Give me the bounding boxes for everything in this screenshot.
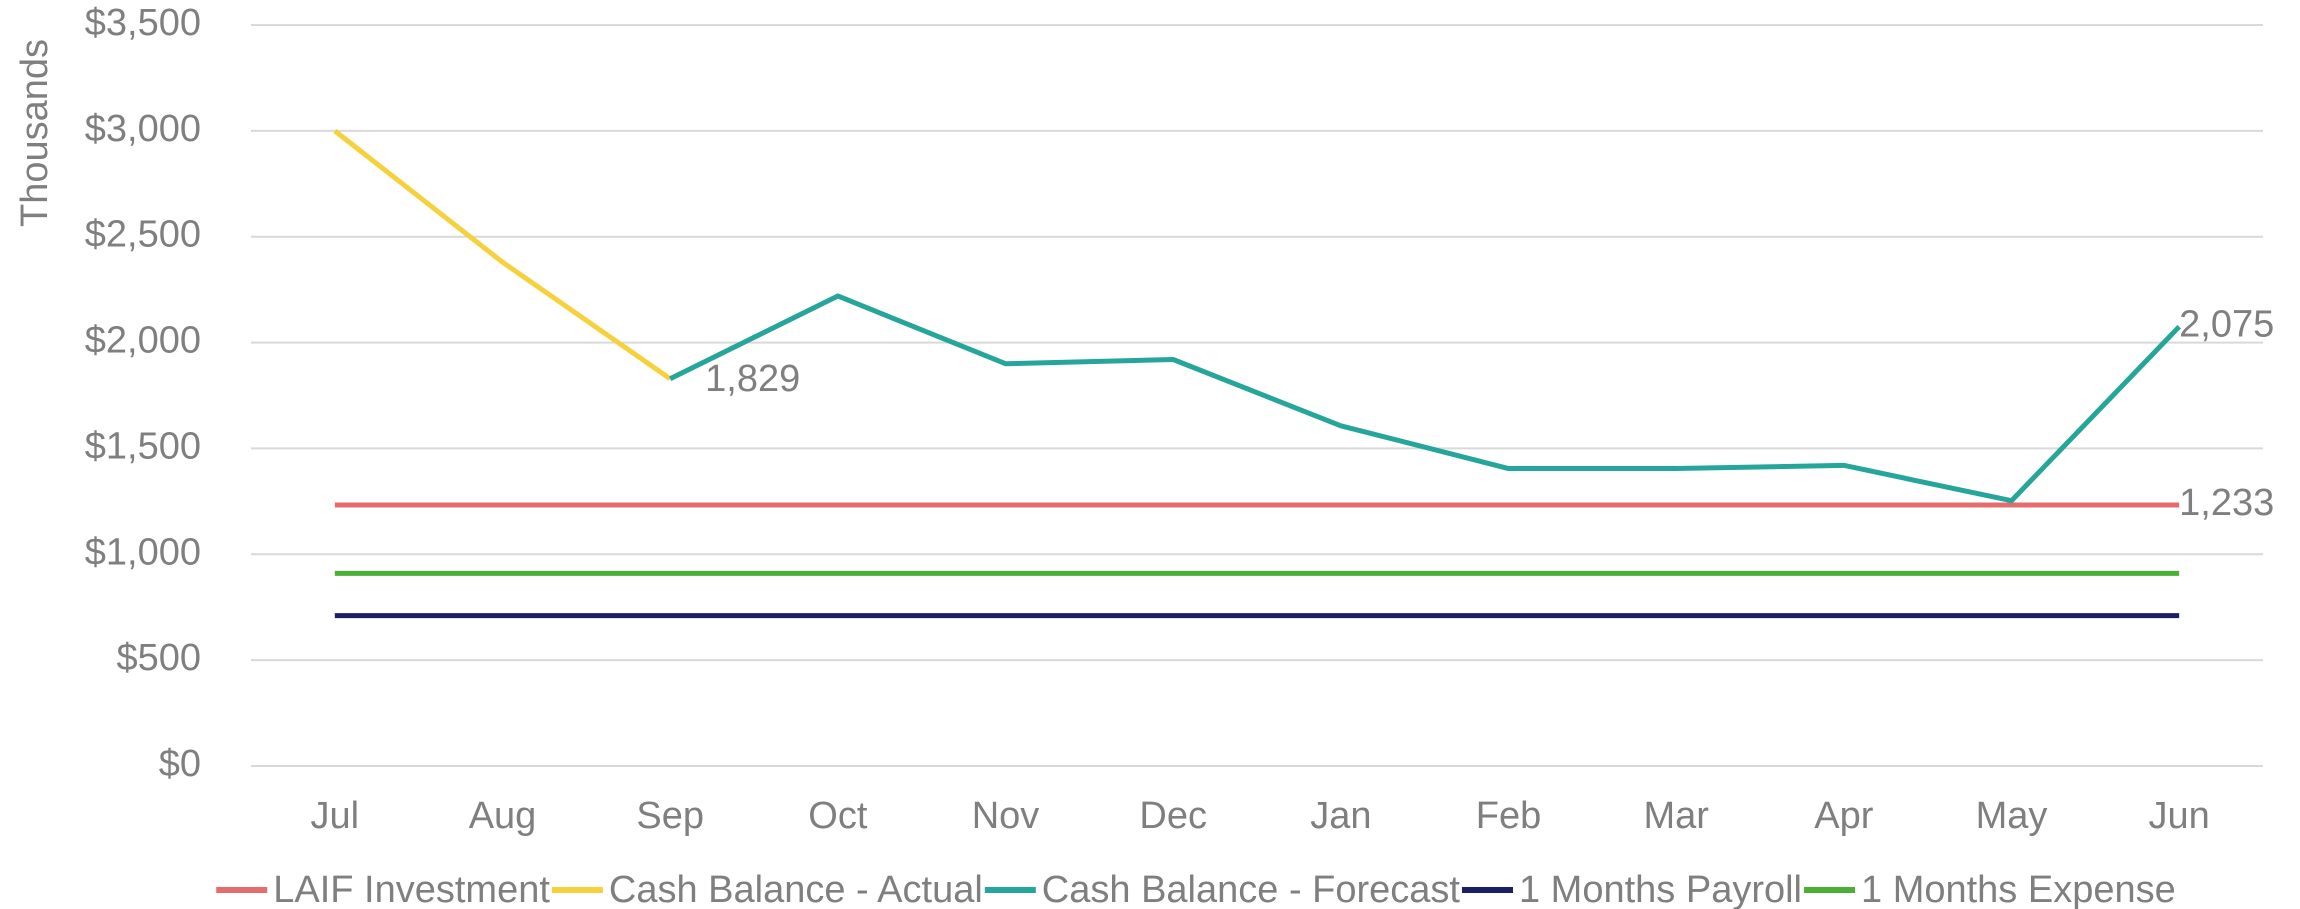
legend-label: Cash Balance - Forecast: [1042, 869, 1461, 909]
y-tick-label: $1,500: [85, 425, 201, 467]
x-tick-label: Jan: [1310, 795, 1371, 837]
y-tick-label: $3,000: [85, 108, 201, 150]
x-tick-label: Jul: [311, 795, 360, 837]
y-tick-label: $2,500: [85, 214, 201, 256]
y-axis-label: Thousands: [14, 39, 56, 227]
x-tick-label: Nov: [972, 795, 1040, 837]
y-tick-label: $2,000: [85, 320, 201, 362]
x-tick-label: Oct: [808, 795, 868, 837]
series-line: [333, 128, 672, 381]
series-line: [669, 293, 2181, 504]
x-tick-label: Jun: [2149, 795, 2210, 837]
y-tick-label: $0: [159, 743, 201, 785]
x-tick-label: Apr: [1814, 795, 1873, 837]
x-tick-label: Mar: [1643, 795, 1709, 837]
x-tick-label: May: [1976, 795, 2048, 837]
x-tick-label: Dec: [1139, 795, 1207, 837]
x-tick-label: Feb: [1476, 795, 1541, 837]
data-label: 1,233: [2179, 482, 2274, 524]
data-label: 2,075: [2179, 304, 2274, 346]
x-tick-label: Aug: [469, 795, 537, 837]
y-tick-label: $500: [116, 637, 201, 679]
legend-label: LAIF Investment: [273, 869, 550, 909]
legend-label: 1 Months Expense: [1861, 869, 2176, 909]
data-label: 1,829: [705, 358, 800, 400]
y-tick-label: $3,500: [85, 2, 201, 44]
y-tick-label: $1,000: [85, 531, 201, 573]
legend-label: Cash Balance - Actual: [609, 869, 983, 909]
x-tick-label: Sep: [636, 795, 704, 837]
legend-label: 1 Months Payroll: [1519, 869, 1802, 909]
